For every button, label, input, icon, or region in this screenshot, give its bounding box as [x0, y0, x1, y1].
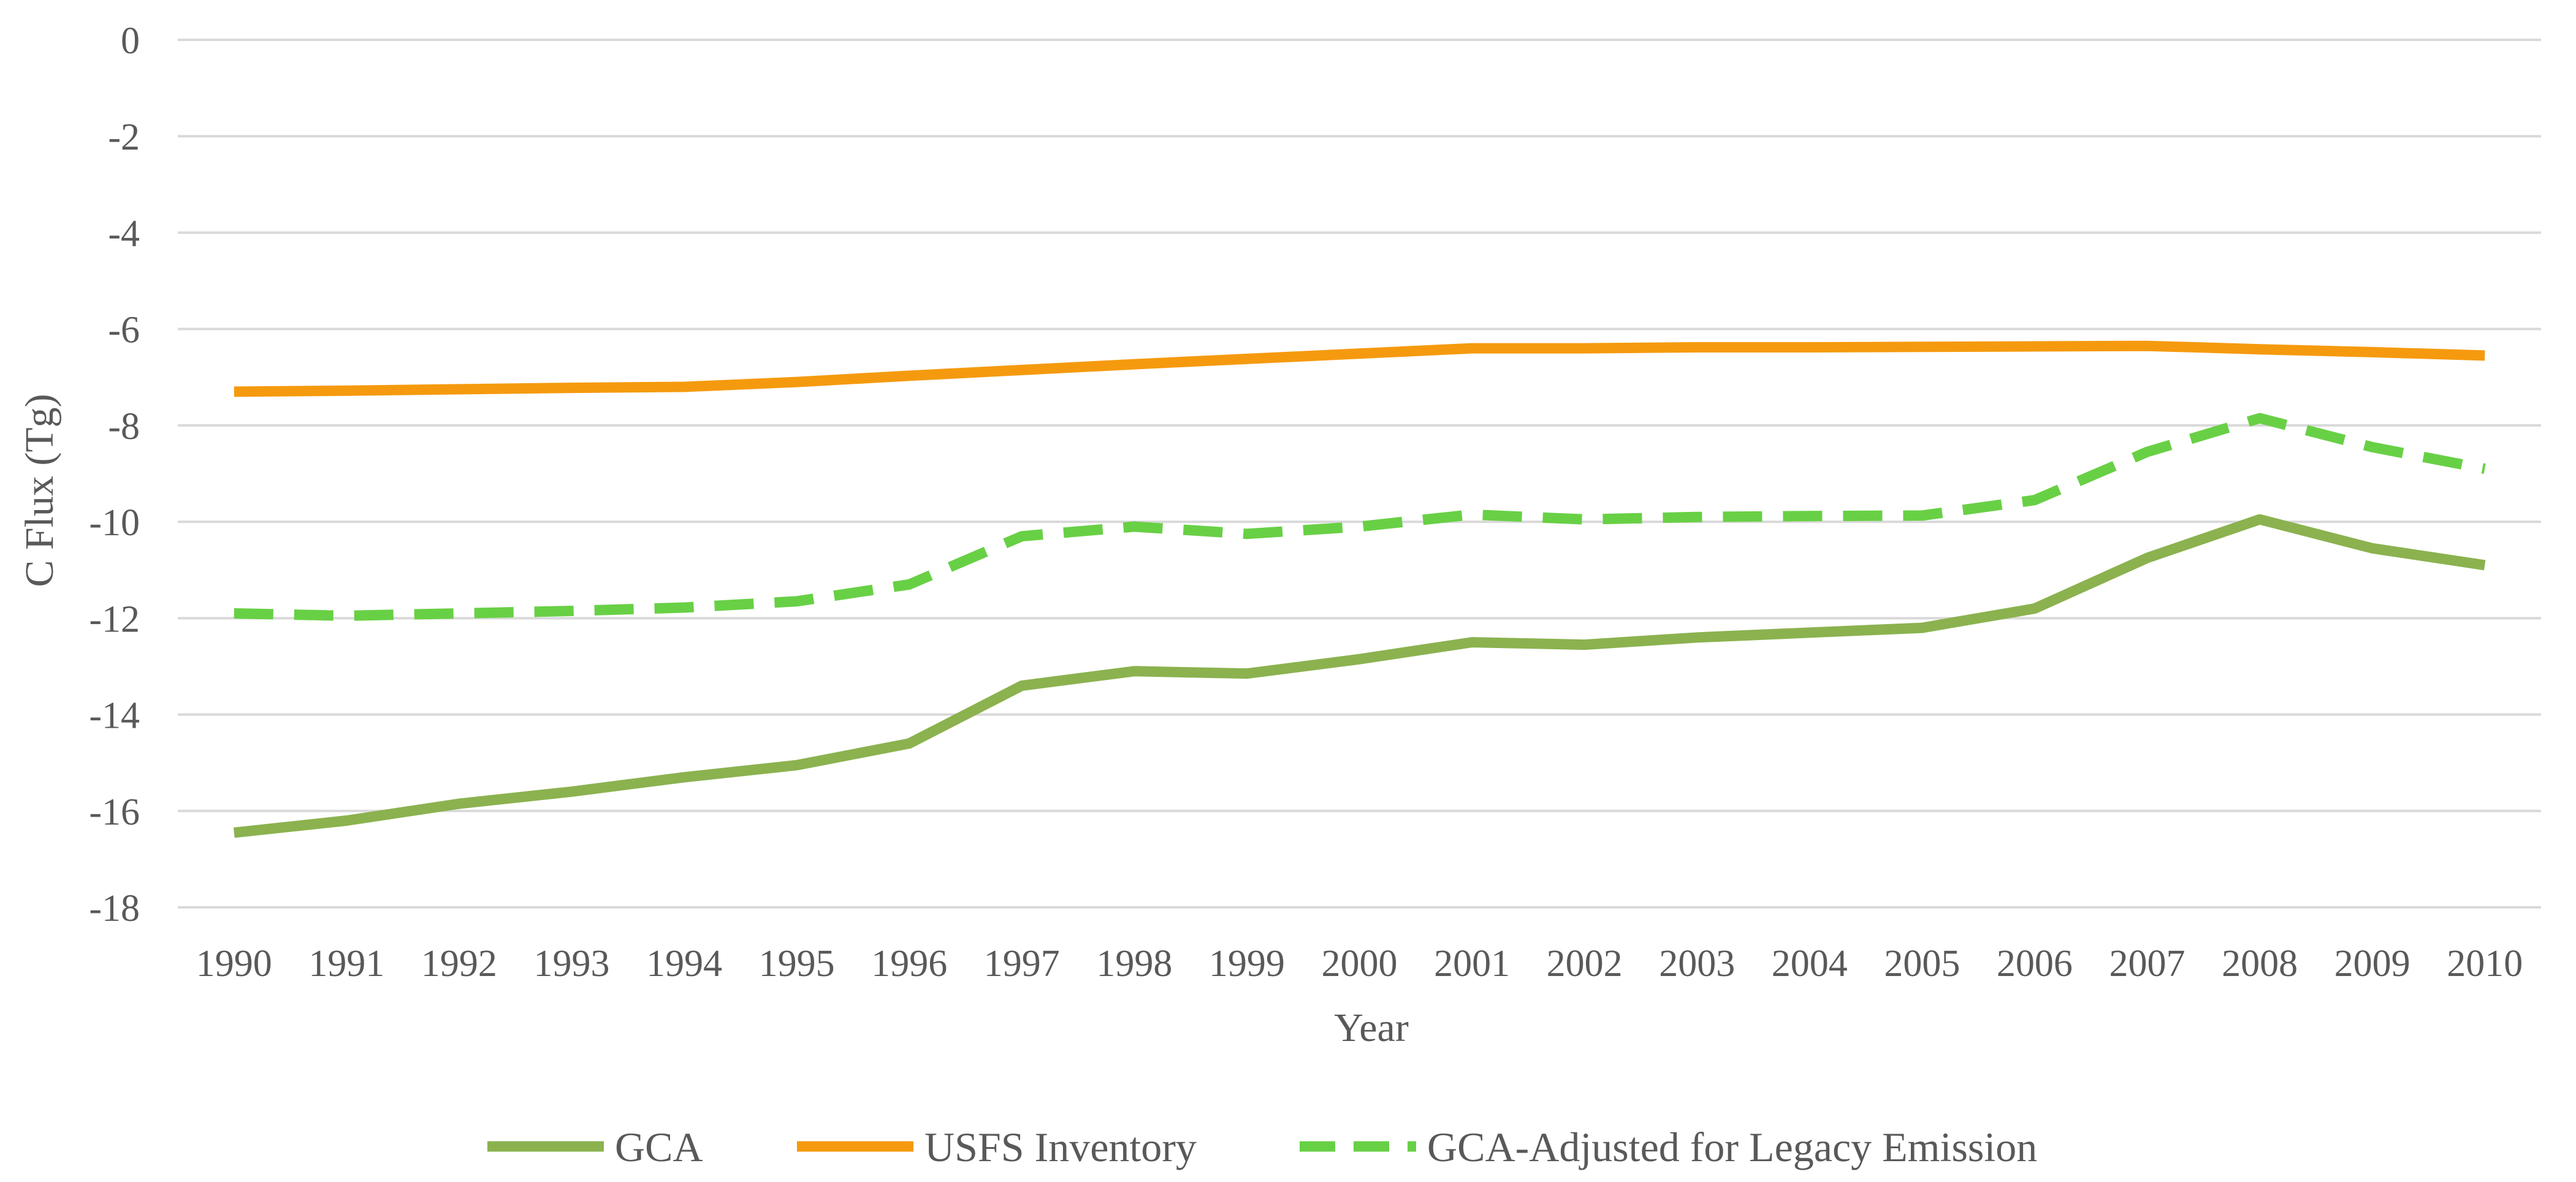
x-tick-label: 2000	[1322, 943, 1398, 985]
x-tick-label: 1996	[871, 943, 947, 985]
y-tick-label: -10	[89, 502, 140, 544]
y-tick-label: -18	[89, 888, 140, 929]
x-tick-label: 2005	[1884, 943, 1960, 985]
x-tick-label: 1992	[421, 943, 497, 985]
series-lines	[233, 340, 2486, 838]
y-tick-label: -16	[89, 791, 140, 833]
legend-label-gca: GCA	[615, 1124, 703, 1170]
x-tick-label: 1998	[1096, 943, 1172, 985]
y-tick-label: -2	[108, 116, 140, 158]
x-tick-label: 1999	[1209, 943, 1285, 985]
legend-label-usfs-inventory: USFS Inventory	[924, 1124, 1197, 1170]
legend-label-gca-adjusted-for-legacy-emission: GCA-Adjusted for Legacy Emission	[1427, 1124, 2037, 1170]
x-tick-label: 2009	[2334, 943, 2410, 985]
x-tick-label: 2008	[2222, 943, 2298, 985]
y-tick-label: -8	[108, 406, 140, 448]
gridlines	[178, 39, 2541, 909]
x-axis-title: Year	[1334, 1005, 1409, 1050]
y-axis-title: C Flux (Tg)	[17, 394, 62, 587]
y-tick-label: -14	[89, 695, 140, 737]
x-tick-label: 2006	[1997, 943, 2073, 985]
x-tick-label: 1994	[646, 943, 722, 985]
y-tick-label: -6	[108, 310, 140, 351]
legend: GCA USFS Inventory GCA-Adjusted for Legacy…	[487, 1124, 2037, 1170]
x-tick-label: 1995	[759, 943, 835, 985]
x-tick-label: 2007	[2109, 943, 2185, 985]
series-line-gca	[233, 514, 2486, 838]
x-tick-label: 1991	[308, 943, 384, 985]
y-axis-tick-labels: 0 -2 -4 -6 -8 -10 -12 -14 -16 -18	[89, 20, 140, 929]
x-tick-label: 2002	[1547, 943, 1623, 985]
x-tick-label: 1997	[984, 943, 1060, 985]
y-tick-label: -4	[108, 213, 140, 254]
x-tick-label: 1993	[534, 943, 610, 985]
x-axis-tick-labels: 1990 1991 1992 1993 1994 1995 1996 1997 1998 1999…	[196, 943, 2523, 985]
x-tick-label: 1990	[196, 943, 272, 985]
x-tick-label: 2001	[1434, 943, 1510, 985]
x-tick-label: 2004	[1772, 943, 1848, 985]
series-line-gca-adjusted-for-legacy-emission	[234, 413, 2486, 621]
y-tick-label: -12	[89, 598, 140, 640]
series-line-usfs-inventory	[234, 340, 2485, 397]
x-tick-label: 2003	[1659, 943, 1735, 985]
x-tick-label: 2010	[2447, 943, 2523, 985]
y-tick-label: 0	[121, 20, 140, 62]
